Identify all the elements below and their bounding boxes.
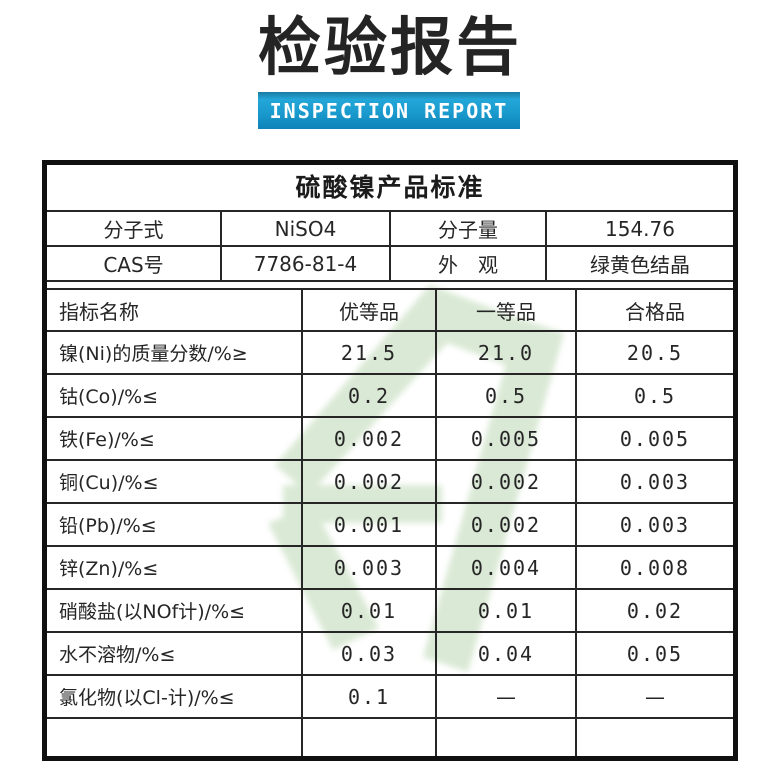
spec-name-cell: 水不溶物/%≤	[47, 633, 303, 674]
standards-table: 硫酸镍产品标准 分子式 NiSO4 分子量 154.76 CAS号 7786-81-4 外 …	[42, 160, 738, 761]
spec-value-cell: 0.05	[626, 641, 684, 666]
spec-value-cell: 0.003	[303, 547, 437, 588]
spec-value-cell: 0.1	[303, 676, 437, 717]
spec-value-cell: 0.003	[619, 512, 691, 537]
table-title: 硫酸镍产品标准	[47, 165, 733, 212]
spec-value-cell: —	[437, 676, 577, 717]
info-label: CAS号	[47, 247, 222, 282]
spec-value-cell: 0.004	[437, 547, 577, 588]
spec-value-cell	[577, 719, 733, 756]
spec-value-cell: 0.5	[437, 375, 577, 416]
spec-header-cell: 合格品	[625, 299, 685, 324]
spec-header-row: 指标名称 优等品 一等品 合格品	[47, 290, 733, 332]
spec-value-cell: 0.03	[303, 633, 437, 674]
spec-value-cell: 21.0	[437, 332, 577, 373]
info-value: 7786-81-4	[222, 247, 391, 282]
spec-row: 铅(Pb)/%≤ 0.001 0.002 0.003	[47, 504, 733, 547]
product-info-grid: 分子式 NiSO4 分子量 154.76 CAS号 7786-81-4 外 观绿黄色结晶	[47, 212, 733, 282]
spec-name-cell: 铜(Cu)/%≤	[47, 461, 303, 502]
spec-name-cell: 锌(Zn)/%≤	[47, 547, 303, 588]
spec-row: 镍(Ni)的质量分数/%≥ 21.5 21.0 20.5	[47, 332, 733, 375]
spec-value-cell: 0.002	[437, 504, 577, 545]
spec-name-cell: 氯化物(以Cl-计)/%≤	[47, 676, 303, 717]
info-value: 154.76	[547, 212, 733, 247]
spec-name-cell: 钴(Co)/%≤	[47, 375, 303, 416]
spec-value-cell: 0.002	[437, 461, 577, 502]
spec-value-cell: 0.001	[303, 504, 437, 545]
page-title: 检验报告	[258, 11, 522, 84]
spec-value-cell: 0.005	[619, 426, 691, 451]
spec-value-cell: 0.003	[619, 469, 691, 494]
info-label: 分子式	[47, 212, 222, 247]
spec-header-cell: 一等品	[437, 290, 577, 330]
spec-value-cell: 0.002	[303, 461, 437, 502]
spec-value-cell: 21.5	[303, 332, 437, 373]
spec-row: 氯化物(以Cl-计)/%≤ 0.1— —	[47, 676, 733, 719]
spec-name-cell: 硝酸盐(以NOf计)/%≤	[47, 590, 303, 631]
spec-name-cell	[47, 719, 303, 756]
info-label: 外 观	[391, 247, 547, 282]
spec-row: 铁(Fe)/%≤ 0.002 0.005 0.005	[47, 418, 733, 461]
spec-name-cell: 镍(Ni)的质量分数/%≥	[47, 332, 303, 373]
spec-value-cell: 0.5	[633, 383, 677, 408]
spec-row: 硝酸盐(以NOf计)/%≤ 0.01 0.01 0.02	[47, 590, 733, 633]
spec-value-cell: 0.02	[626, 598, 684, 623]
spec-value-cell: 0.01	[437, 590, 577, 631]
spec-value-cell: 0.2	[303, 375, 437, 416]
spec-row: 铜(Cu)/%≤ 0.002 0.002 0.003	[47, 461, 733, 504]
spec-value-cell: 0.005	[437, 418, 577, 459]
spec-value-cell: —	[645, 684, 665, 709]
subtitle-text: INSPECTION REPORT	[269, 98, 509, 123]
spec-header-cell: 指标名称	[47, 290, 303, 330]
spec-row: 钴(Co)/%≤ 0.2 0.5 0.5	[47, 375, 733, 418]
spec-value-cell: 0.002	[303, 418, 437, 459]
spec-name-cell: 铁(Fe)/%≤	[47, 418, 303, 459]
spec-value-cell	[303, 719, 437, 756]
spec-name-cell: 铅(Pb)/%≤	[47, 504, 303, 545]
table-content: 硫酸镍产品标准 分子式 NiSO4 分子量 154.76 CAS号 7786-81-4 外 …	[47, 165, 733, 756]
spec-value-cell	[437, 719, 577, 756]
info-label: 分子量	[391, 212, 547, 247]
spec-row	[47, 719, 733, 756]
spec-value-cell: 0.04	[437, 633, 577, 674]
spec-grid: 指标名称 优等品 一等品 合格品镍(Ni)的质量分数/%≥ 21.5 21.0 20.5 钴(…	[47, 288, 733, 756]
spec-row: 锌(Zn)/%≤ 0.003 0.004 0.008	[47, 547, 733, 590]
info-value: 绿黄色结晶	[547, 247, 733, 282]
spec-value-cell: 0.01	[303, 590, 437, 631]
spec-value-cell: 0.008	[619, 555, 691, 580]
spec-value-cell: 20.5	[626, 340, 684, 365]
subtitle-banner: INSPECTION REPORT	[258, 92, 520, 129]
spec-header-cell: 优等品	[303, 290, 437, 330]
spec-row: 水不溶物/%≤ 0.03 0.04 0.05	[47, 633, 733, 676]
info-value: NiSO4	[222, 212, 391, 247]
